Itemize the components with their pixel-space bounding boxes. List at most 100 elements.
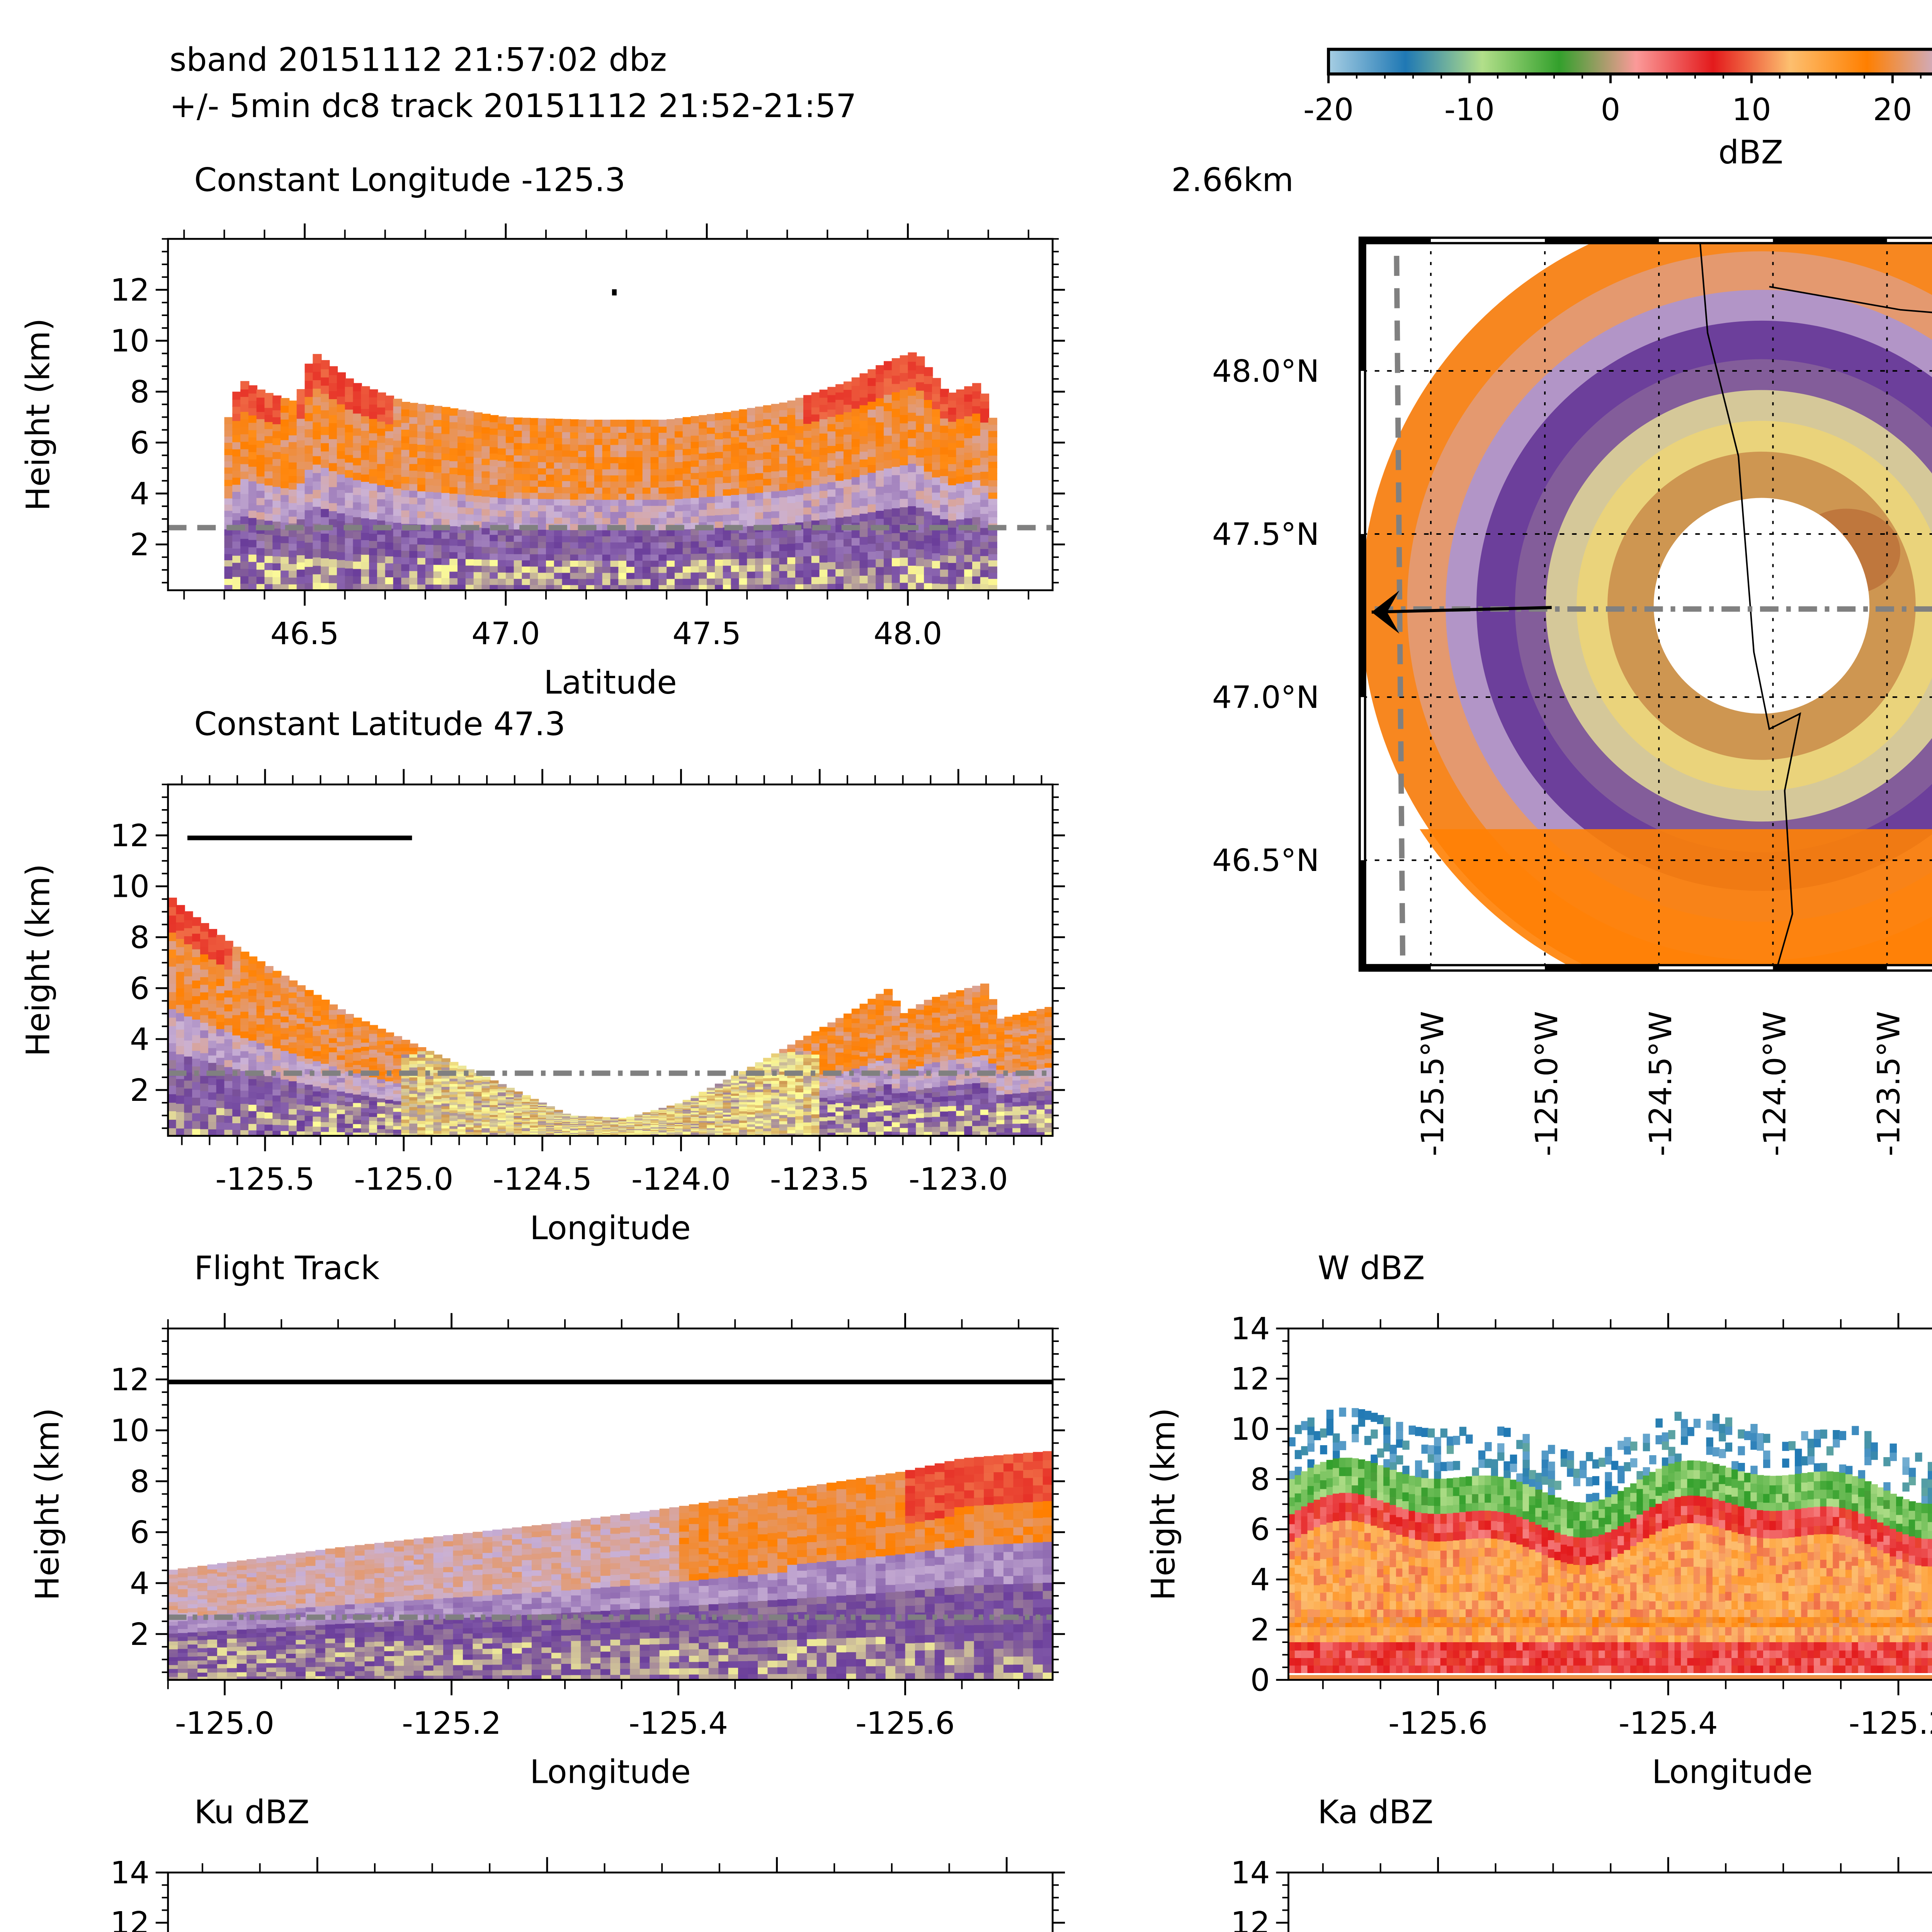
reflectivity-cell	[208, 929, 218, 937]
reflectivity-cell	[304, 1042, 314, 1048]
reflectivity-cell	[763, 498, 772, 505]
reflectivity-cell	[763, 478, 772, 486]
reflectivity-cell	[723, 514, 732, 521]
reflectivity-cell	[594, 499, 604, 506]
reflectivity-cell	[739, 551, 748, 559]
reflectivity-cell	[908, 548, 917, 558]
reflectivity-cell	[658, 566, 668, 573]
reflectivity-cell	[916, 498, 925, 508]
reflectivity-cell	[256, 1024, 265, 1031]
reflectivity-cell	[562, 480, 571, 487]
reflectivity-cell	[465, 488, 475, 495]
reflectivity-cell	[787, 577, 796, 585]
reflectivity-cell	[417, 1082, 427, 1086]
reflectivity-cell	[610, 560, 619, 567]
reflectivity-cell	[409, 1090, 418, 1094]
reflectivity-cell	[401, 422, 410, 430]
reflectivity-cell	[747, 531, 756, 539]
reflectivity-cell	[385, 1114, 394, 1119]
reflectivity-cell	[337, 481, 346, 490]
reflectivity-cell	[690, 1105, 700, 1108]
reflectivity-cell	[369, 1116, 378, 1121]
reflectivity-cell	[747, 564, 756, 572]
reflectivity-cell	[425, 517, 434, 525]
reflectivity-cell	[916, 398, 925, 408]
reflectivity-cell	[562, 462, 571, 469]
reflectivity-cell	[385, 479, 394, 487]
reflectivity-cell	[425, 1057, 434, 1061]
const-lon-axes-frame	[167, 238, 1054, 591]
reflectivity-cell	[417, 490, 427, 498]
reflectivity-cell	[554, 504, 563, 512]
reflectivity-cell	[329, 422, 338, 431]
reflectivity-cell	[168, 966, 177, 975]
reflectivity-cell	[345, 431, 354, 440]
reflectivity-cell	[891, 466, 901, 475]
reflectivity-cell	[272, 994, 282, 1002]
reflectivity-cell	[329, 1056, 338, 1062]
reflectivity-cell	[313, 995, 322, 1001]
reflectivity-cell	[514, 1133, 523, 1135]
reflectivity-cell	[707, 483, 716, 491]
reflectivity-cell	[522, 1127, 531, 1130]
reflectivity-cell	[200, 1037, 209, 1046]
reflectivity-cell	[409, 436, 418, 444]
reflectivity-cell	[586, 438, 595, 445]
reflectivity-cell	[224, 947, 233, 956]
reflectivity-cell	[570, 480, 579, 488]
reflectivity-cell	[433, 531, 442, 539]
reflectivity-cell	[570, 511, 579, 518]
reflectivity-cell	[964, 510, 973, 519]
reflectivity-cell	[811, 583, 820, 591]
reflectivity-cell	[248, 524, 258, 533]
reflectivity-cell	[538, 430, 547, 438]
reflectivity-cell	[851, 491, 861, 500]
reflectivity-cell	[313, 463, 322, 473]
reflectivity-cell	[731, 1086, 740, 1090]
reflectivity-cell	[530, 1119, 539, 1121]
reflectivity-cell	[449, 538, 459, 546]
reflectivity-cell	[723, 418, 732, 426]
reflectivity-cell	[168, 1119, 177, 1128]
reflectivity-cell	[844, 501, 853, 509]
reflectivity-cell	[264, 966, 274, 973]
reflectivity-cell	[755, 446, 764, 454]
reflectivity-cell	[908, 505, 917, 515]
reflectivity-cell	[409, 1047, 418, 1051]
reflectivity-cell	[707, 1115, 716, 1118]
reflectivity-cell	[240, 1004, 250, 1012]
reflectivity-cell	[176, 1128, 185, 1137]
reflectivity-cell	[610, 432, 619, 439]
reflectivity-cell	[385, 472, 394, 480]
reflectivity-cell	[554, 1121, 563, 1123]
reflectivity-cell	[594, 535, 604, 543]
reflectivity-cell	[859, 412, 869, 421]
reflectivity-cell	[980, 464, 990, 472]
reflectivity-cell	[715, 571, 724, 579]
reflectivity-cell	[409, 550, 418, 558]
reflectivity-cell	[787, 454, 796, 463]
reflectivity-cell	[658, 499, 668, 506]
reflectivity-cell	[505, 1115, 515, 1118]
reflectivity-cell	[401, 1057, 410, 1061]
reflectivity-cell	[787, 583, 796, 591]
reflectivity-cell	[505, 1110, 515, 1113]
reflectivity-cell	[304, 526, 314, 535]
reflectivity-cell	[498, 1115, 507, 1119]
reflectivity-cell	[401, 1088, 410, 1092]
reflectivity-cell	[715, 546, 724, 553]
reflectivity-cell	[699, 1128, 708, 1131]
reflectivity-cell	[900, 380, 909, 390]
reflectivity-cell	[393, 549, 402, 557]
reflectivity-cell	[288, 1041, 298, 1048]
reflectivity-cell	[256, 447, 265, 455]
reflectivity-cell	[674, 1125, 684, 1128]
reflectivity-cell	[723, 1126, 732, 1129]
reflectivity-cell	[642, 517, 651, 524]
reflectivity-cell	[514, 498, 523, 505]
reflectivity-cell	[803, 555, 813, 563]
reflectivity-cell	[723, 1109, 732, 1113]
reflectivity-cell	[530, 541, 539, 548]
reflectivity-cell	[723, 1119, 732, 1123]
